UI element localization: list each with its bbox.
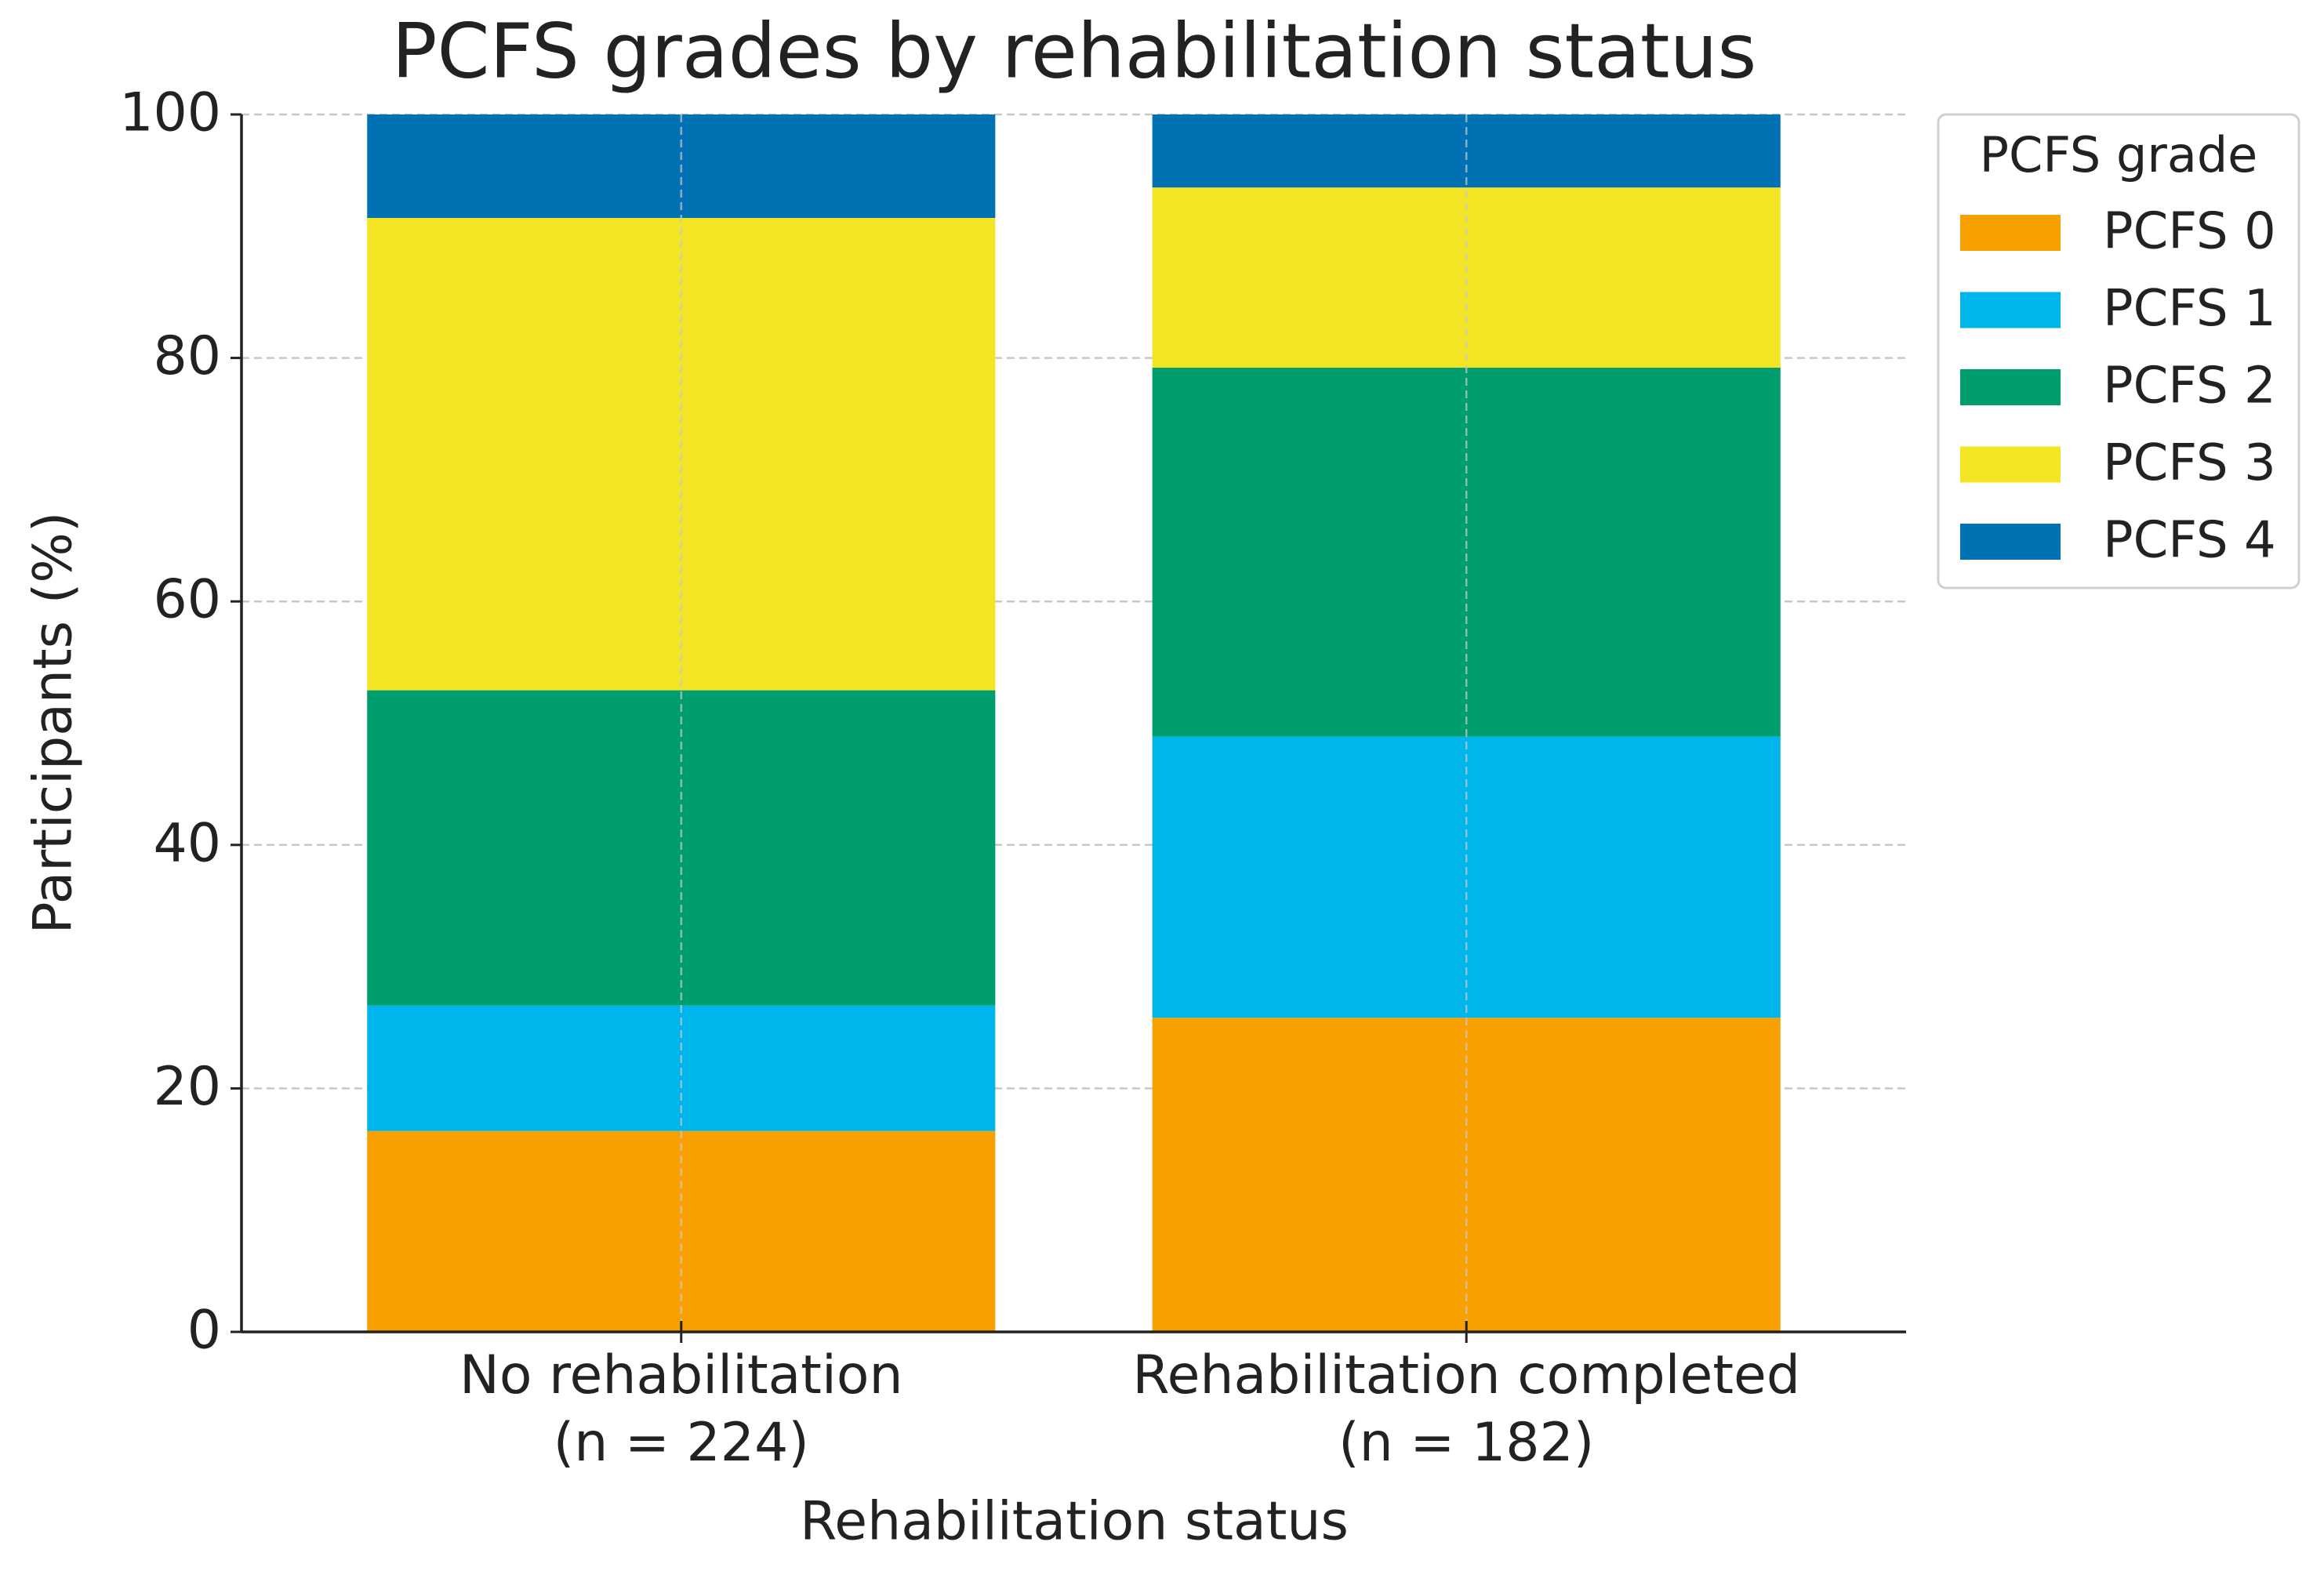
bars [367, 114, 1781, 1332]
x-tick-label: Rehabilitation completed (n = 182) [1132, 1344, 1801, 1474]
legend-swatch [1960, 524, 2061, 560]
legend-label: PCFS 1 [2103, 280, 2276, 338]
chart-title: PCFS grades by rehabilitation status [392, 7, 1757, 95]
legend-swatch [1960, 292, 2061, 328]
legend-label: PCFS 0 [2103, 203, 2276, 261]
x-axis-label: Rehabilitation status [800, 1491, 1349, 1553]
bar-segment [1152, 736, 1781, 1018]
legend-swatch [1960, 369, 2061, 405]
y-tick-label: 80 [153, 325, 221, 387]
x-tick-label: No rehabilitation (n = 224) [459, 1344, 903, 1474]
y-tick-label: 20 [153, 1056, 221, 1118]
legend-label: PCFS 2 [2103, 357, 2276, 415]
legend-swatch [1960, 446, 2061, 483]
legend-title: PCFS grade [1980, 126, 2258, 183]
legend: PCFS grade PCFS 0 PCFS 1 PCFS 2 PCFS 3 PCFS 4 [1937, 113, 2300, 590]
legend-label: PCFS 3 [2103, 434, 2276, 492]
legend-swatch [1960, 215, 2061, 251]
y-tick-label: 100 [119, 82, 221, 144]
bar-segment [1152, 114, 1781, 188]
legend-label: PCFS 4 [2103, 512, 2276, 570]
y-tick-label: 40 [153, 812, 221, 874]
y-axis-label: Participants (%) [23, 512, 85, 934]
y-tick-label: 0 [187, 1300, 221, 1362]
y-tick-label: 60 [153, 569, 221, 631]
